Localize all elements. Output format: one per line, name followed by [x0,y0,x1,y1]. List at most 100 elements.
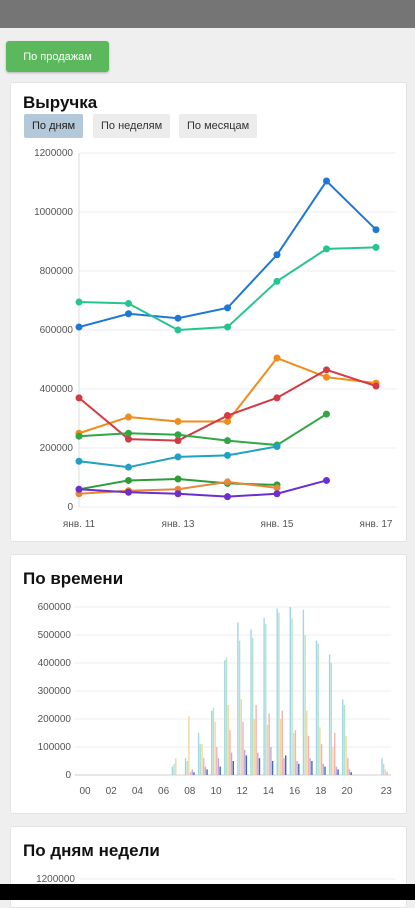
bar [311,761,313,775]
bar [302,609,305,775]
x-tick-label: янв. 13 [162,519,195,530]
data-point [273,443,281,451]
x-tick-label: янв. 17 [360,519,393,530]
revenue-title: Выручка [23,93,98,112]
bar [175,758,177,775]
data-point [174,326,182,334]
y-tick-label: 200000 [40,443,74,454]
y-tick-label: 500000 [38,630,72,641]
bar [317,643,319,775]
data-point [125,299,132,307]
x-tick-label: янв. 11 [63,519,96,530]
bar [319,727,321,775]
data-point [273,484,281,492]
bar [335,766,338,775]
data-point [224,323,231,331]
x-tick-label: 20 [341,786,353,797]
bar [320,744,323,775]
y-tick-label: 0 [65,770,71,781]
bar [206,769,208,775]
bar [263,618,265,775]
data-point [372,243,380,251]
data-point [125,488,132,496]
bar [347,758,349,775]
bar [245,755,248,775]
bar [334,733,336,775]
revenue-card: Выручка По дням По неделям По месяцам 0 2… [10,82,407,542]
bar [386,772,388,775]
bar [322,763,324,775]
data-point [273,251,281,259]
data-point [323,476,330,484]
bar [328,654,331,775]
data-point [372,382,380,390]
bar [238,640,241,775]
bar [281,710,283,775]
series-line [78,368,377,442]
bar [227,705,229,775]
y-tick-label: 1200000 [36,874,75,885]
bar [270,747,272,775]
bar [296,761,298,775]
data-point [125,429,132,437]
x-tick-label: 06 [158,786,170,797]
data-point [224,478,231,486]
x-tick-label: 00 [79,786,91,797]
bar [203,758,205,775]
bar [250,629,252,775]
time-title: По времени [23,569,124,588]
tab-by-days[interactable]: По дням [24,114,84,138]
y-tick-label: 1000000 [34,207,73,218]
bar [285,755,287,775]
x-tick-label: 08 [184,786,196,797]
bar [191,769,193,775]
x-tick-label: 23 [381,786,393,797]
bar [217,758,220,775]
revenue-line-chart: 0 200000 400000 600000 800000 1000000 1200000 я… [34,148,396,530]
x-tick-label: янв. 15 [261,519,294,530]
data-point [75,457,83,465]
data-point [323,366,330,374]
bar [193,772,195,775]
bar [289,607,291,775]
bar [293,733,295,775]
tab-by-months[interactable]: По месяцам [179,114,258,138]
bar [278,612,280,775]
bar [381,758,383,775]
bar [240,699,242,775]
bar [265,623,267,775]
bar [309,758,311,775]
bar [204,766,207,775]
bar [211,710,213,775]
tab-by-weeks[interactable]: По неделям [93,114,171,138]
weekday-title: По дням недели [23,841,160,860]
bar [304,635,306,775]
bar [348,769,351,775]
data-point [125,463,132,471]
data-point [174,475,182,483]
data-point [75,394,83,402]
bar [255,705,257,775]
bar [307,735,310,775]
bar [216,747,218,775]
x-tick-label: 18 [315,786,327,797]
data-point [224,437,231,445]
bar [237,622,239,775]
bar [283,758,285,775]
bar [201,744,203,775]
bar [271,761,274,775]
bar [324,766,326,775]
data-point [125,476,132,484]
by-sales-button[interactable]: По продажам [6,41,109,72]
bar [266,724,269,775]
bar [332,747,334,775]
bar [253,719,256,775]
data-point [174,431,182,439]
bar [199,744,201,775]
y-tick-label: 400000 [38,658,72,669]
series-line [78,479,327,498]
bar [279,719,282,775]
data-point [224,412,231,420]
data-point [75,485,83,493]
data-point [273,490,281,498]
